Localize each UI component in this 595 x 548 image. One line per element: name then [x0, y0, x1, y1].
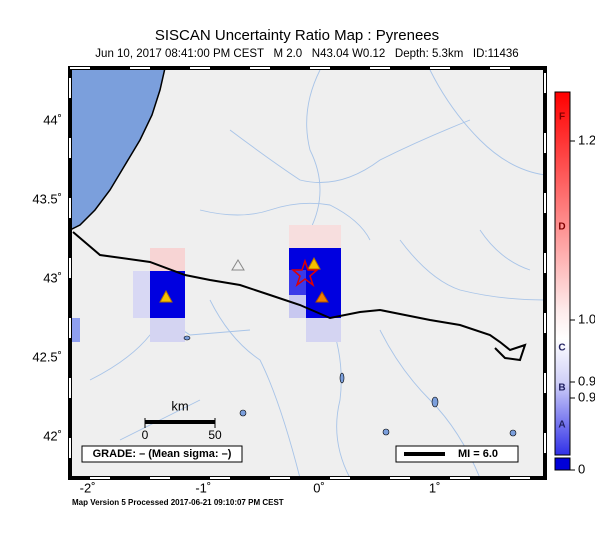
- grade-letter: A: [558, 420, 565, 431]
- station-inactive: [231, 259, 245, 271]
- lon-label: -1˚: [195, 480, 211, 495]
- grade-letter: B: [558, 383, 565, 394]
- coastline: [69, 67, 166, 231]
- footer: Map Version 5 Processed 2017-06-21 09:10…: [72, 498, 284, 507]
- grade-letter: C: [558, 343, 565, 354]
- grade-box: [81, 445, 243, 463]
- colorbar-label: 1.2: [578, 132, 595, 147]
- colorbar: [554, 91, 571, 456]
- subtitle: Jun 10, 2017 08:41:00 PM CEST M 2.0 N43.…: [95, 48, 518, 60]
- border: [72, 231, 527, 362]
- grade-text: GRADE: – (Mean sigma: –): [93, 448, 232, 460]
- lat-label: 43.5˚: [32, 191, 62, 206]
- colorbar-labels: F D C B A 1.2 1.0 0.90.9 0: [558, 112, 595, 477]
- mi-text: MI = 6.0: [458, 448, 498, 460]
- scale-line: [145, 420, 215, 424]
- ocean: [70, 68, 165, 230]
- grade-letter: F: [559, 112, 565, 123]
- axis-labels: 44˚ 43.5˚ 43˚ 42.5˚ 42˚ -2˚ -1˚ 0˚ 1˚: [32, 112, 440, 495]
- frame-ticks: [69, 67, 546, 479]
- title: SISCAN Uncertainty Ratio Map : Pyrenees: [155, 27, 439, 44]
- mi-box: [395, 445, 519, 463]
- colorbar-label: 0.9: [578, 373, 595, 388]
- station: [315, 291, 329, 303]
- station: [307, 256, 321, 270]
- grade-letter: D: [558, 222, 565, 233]
- scale-unit: km: [171, 398, 188, 413]
- lon-label: 1˚: [429, 480, 441, 495]
- colorbar-label: 1.0: [578, 311, 595, 326]
- colorbar-label: 0.9: [578, 389, 595, 404]
- lakes: [183, 335, 517, 437]
- scale-start: 0: [142, 428, 149, 442]
- mi-line: [404, 452, 445, 456]
- lat-label: 42˚: [43, 428, 62, 443]
- lon-label: 0˚: [313, 480, 325, 495]
- colorbar-label: 0: [578, 461, 585, 476]
- colorbar-swatch: [554, 457, 571, 471]
- lat-label: 44˚: [43, 112, 62, 127]
- scale-end: 50: [208, 428, 222, 442]
- scale-bar: km 0 50: [142, 398, 222, 442]
- lat-label: 42.5˚: [32, 349, 62, 364]
- lat-label: 43˚: [43, 270, 62, 285]
- ocean-patch: [70, 318, 80, 342]
- map-area: [68, 66, 547, 480]
- station: [159, 289, 173, 303]
- epicenter: [290, 258, 320, 288]
- lon-label: -2˚: [80, 480, 96, 495]
